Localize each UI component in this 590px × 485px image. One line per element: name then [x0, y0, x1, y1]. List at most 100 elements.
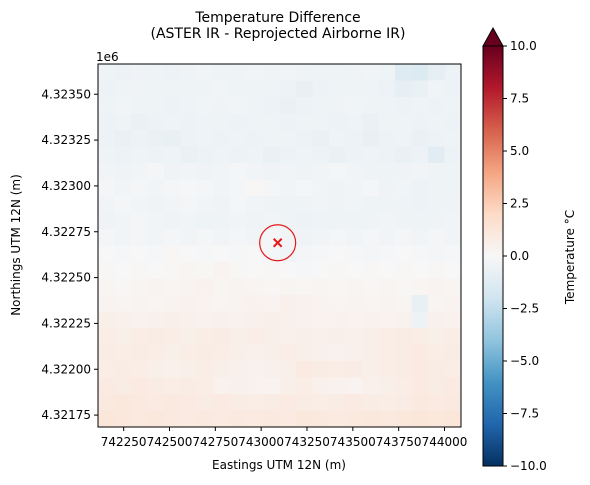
heatmap-cell	[197, 212, 214, 230]
heatmap-cell	[246, 97, 264, 114]
heatmap-cell	[131, 163, 148, 180]
heatmap-cell	[411, 361, 429, 378]
heatmap-cell	[411, 196, 429, 213]
heatmap-cell	[362, 410, 379, 428]
heatmap-cell	[444, 311, 462, 329]
heatmap-cell	[180, 344, 198, 362]
heatmap-cell	[98, 262, 115, 279]
heatmap-cell	[411, 113, 429, 131]
heatmap-cell	[345, 130, 363, 147]
heatmap-cell	[279, 229, 297, 246]
heatmap-cell	[362, 394, 379, 411]
heatmap-cell	[378, 262, 396, 279]
heatmap-cell	[312, 196, 330, 213]
heatmap-cell	[114, 295, 132, 312]
heatmap-cell	[312, 229, 330, 246]
heatmap-cell	[164, 377, 181, 395]
heatmap-cell	[329, 410, 346, 428]
heatmap-cell	[263, 394, 280, 411]
heatmap-cell	[444, 163, 462, 180]
heatmap-cell	[131, 146, 148, 164]
heatmap-cell	[345, 311, 363, 329]
heatmap-cell	[329, 278, 346, 296]
heatmap-cell	[411, 344, 429, 362]
heatmap-cell	[395, 410, 412, 428]
heatmap-cell	[395, 163, 412, 180]
heatmap-cell	[345, 361, 363, 378]
heatmap-cell	[230, 97, 247, 114]
heatmap-cell	[444, 64, 462, 81]
heatmap-cell	[147, 278, 165, 296]
heatmap-cell	[428, 179, 445, 197]
heatmap-cell	[98, 410, 115, 428]
heatmap-cell	[147, 196, 165, 213]
heatmap-cell	[345, 80, 363, 98]
heatmap-cell	[378, 212, 396, 230]
heatmap-cell	[428, 328, 445, 345]
heatmap-cell	[180, 212, 198, 230]
heatmap-cell	[131, 212, 148, 230]
heatmap-cell	[329, 113, 346, 131]
heatmap-cell	[164, 80, 181, 98]
heatmap-cell	[147, 311, 165, 329]
heatmap-cell	[411, 295, 429, 312]
heatmap-cell	[114, 361, 132, 378]
heatmap-cell	[312, 146, 330, 164]
heatmap-cell	[279, 311, 297, 329]
heatmap-cell	[395, 328, 412, 345]
heatmap-cell	[444, 80, 462, 98]
heatmap-cell	[230, 295, 247, 312]
heatmap-cell	[230, 80, 247, 98]
heatmap-cell	[213, 80, 231, 98]
heatmap-cell	[395, 377, 412, 395]
heatmap-cell	[329, 394, 346, 411]
heatmap-cell	[263, 130, 280, 147]
heatmap-cell	[428, 80, 445, 98]
heatmap-cell	[263, 80, 280, 98]
heatmap-cell	[197, 262, 214, 279]
heatmap-cell	[164, 113, 181, 131]
heatmap-cell	[147, 245, 165, 263]
heatmap-cell	[362, 97, 379, 114]
y-tick-label: 4.32325	[41, 133, 91, 147]
heatmap-cell	[296, 113, 313, 131]
heatmap-cell	[98, 179, 115, 197]
heatmap-cell	[114, 80, 132, 98]
heatmap-cell	[329, 212, 346, 230]
heatmap-cell	[362, 311, 379, 329]
heatmap-cell	[180, 410, 198, 428]
heatmap-cell	[147, 377, 165, 395]
heatmap-cell	[164, 146, 181, 164]
heatmap-cell	[147, 64, 165, 81]
heatmap-cell	[164, 130, 181, 147]
heatmap-cell	[98, 394, 115, 411]
heatmap-cell	[444, 344, 462, 362]
heatmap-cell	[246, 344, 264, 362]
heatmap-cell	[98, 80, 115, 98]
heatmap-cell	[362, 278, 379, 296]
heatmap-cell	[213, 163, 231, 180]
heatmap-cell	[362, 245, 379, 263]
heatmap-cell	[131, 410, 148, 428]
heatmap-cell	[428, 113, 445, 131]
heatmap-cell	[279, 410, 297, 428]
heatmap-cell	[411, 64, 429, 81]
heatmap-cell	[279, 377, 297, 395]
heatmap-cell	[197, 229, 214, 246]
heatmap-cell	[147, 394, 165, 411]
marker-x-stroke	[272, 238, 283, 248]
heatmap-cell	[180, 229, 198, 246]
heatmap-cell	[197, 146, 214, 164]
heatmap-cell	[312, 278, 330, 296]
colorbar-label: Temperature °C	[563, 210, 577, 305]
heatmap-cell	[213, 410, 231, 428]
heatmap-cell	[296, 344, 313, 362]
colorbar-tick-label: −7.5	[510, 407, 539, 421]
heatmap-cell	[164, 295, 181, 312]
heatmap-cell	[312, 245, 330, 263]
y-tick-label: 4.32250	[41, 271, 91, 285]
heatmap-cell	[213, 278, 231, 296]
heatmap-cell	[329, 361, 346, 378]
heatmap-cell	[329, 97, 346, 114]
heatmap-cell	[345, 64, 363, 81]
